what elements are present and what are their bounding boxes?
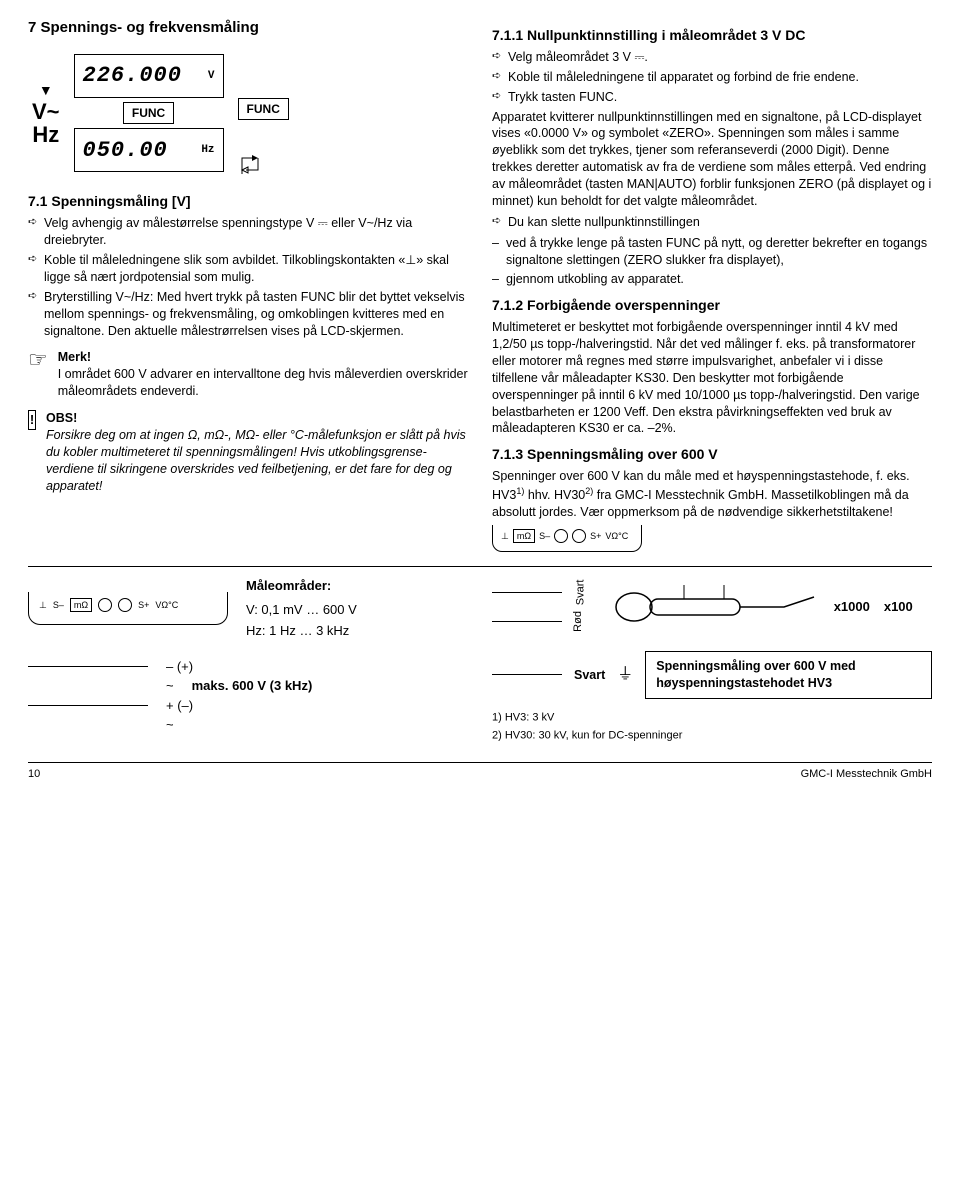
range-hz: Hz: 1 Hz … 3 kHz <box>246 622 357 640</box>
p-712: Multimeteret er beskyttet mot forbigåend… <box>492 319 932 437</box>
jack-sminus-2: S– <box>53 599 64 611</box>
jack-ground-icon-2: ⊥ <box>39 599 47 611</box>
jack-circle-1 <box>554 529 568 543</box>
polarity-minus-plus: – (+) <box>166 658 193 676</box>
range-v: V: 0,1 mV … 600 V <box>246 601 357 619</box>
r-paragraph-1: Apparatet kvitterer nullpunktinnstilling… <box>492 109 932 210</box>
wire-rod <box>492 621 562 622</box>
section-7-1-2-title: 7.1.2 Forbigående overspenninger <box>492 296 932 315</box>
warning-icon: ! <box>28 410 36 430</box>
note-obs-text: Forsikre deg om at ingen Ω, mΩ-, MΩ- ell… <box>46 428 466 493</box>
hv-probe-icon <box>604 577 824 637</box>
ground-symbol-icon: ⏚ <box>617 664 633 686</box>
arrow-loop-icon <box>238 150 266 178</box>
r-dash-2: gjennom utkobling av apparatet. <box>492 271 932 288</box>
wire-black-2 <box>28 705 148 706</box>
polarity-plus-minus: + (–) <box>166 697 193 715</box>
maks-label: maks. 600 V (3 kHz) <box>192 677 313 695</box>
label-svart: Svart <box>573 580 588 606</box>
note-obs-heading: OBS! <box>46 411 77 425</box>
jack-mohm-2: mΩ <box>70 598 92 612</box>
vtilde-label: V~ <box>32 100 60 123</box>
bullet-connect-leads: Koble til måleledningene slik som avbild… <box>28 252 468 286</box>
label-x100: x100 <box>884 598 913 616</box>
section-7-1-title: 7.1 Spenningsmåling [V] <box>28 192 468 211</box>
wire-svart <box>492 592 562 593</box>
wire-black-1 <box>28 666 148 667</box>
jack-splus: S+ <box>590 530 601 542</box>
hz-label: Hz <box>32 123 59 146</box>
jack-sminus: S– <box>539 530 550 542</box>
jack-mohm-label: mΩ <box>513 529 535 543</box>
func-button-2[interactable]: FUNC <box>238 98 289 120</box>
r-dash-1: ved å trykke lenge på tasten FUNC på nyt… <box>492 235 932 269</box>
r-bullet-3: Trykk tasten FUNC. <box>492 89 932 106</box>
label-x1000: x1000 <box>834 598 870 616</box>
footnote-2: 2) HV30: 30 kV, kun for DC-spenninger <box>492 725 932 744</box>
r-bullet-2: Koble til måleledningene til apparatet o… <box>492 69 932 86</box>
r-bullet-4: Du kan slette nullpunktinnstillingen <box>492 214 932 231</box>
jacks-diagram: ⊥ S– mΩ S+ VΩ°C <box>28 592 228 625</box>
lcd-display-2: 050.00 Hz <box>74 128 224 172</box>
r-bullet-1: Velg måleområdet 3 V ⎓. <box>492 49 932 66</box>
bullet-select-type: Velg avhengig av målestørrelse spennings… <box>28 215 468 249</box>
figure-lcd: ▼ V~ Hz 226.000 V FUNC 050.00 Hz FUNC <box>32 48 468 178</box>
jack-ground-icon: ⊥ <box>501 530 509 542</box>
jack-c1 <box>98 598 112 612</box>
footnote-1: 1) HV3: 3 kV <box>492 707 932 726</box>
bullet-switch-vhz: Bryterstilling V~/Hz: Med hvert trykk på… <box>28 289 468 340</box>
note-merk-heading: Merk! <box>58 350 91 364</box>
tilde-1: ~ <box>166 677 174 695</box>
divider-line <box>28 566 932 567</box>
section-7-title: 7 Spennings- og frekvensmåling <box>28 18 468 38</box>
section-7-1-3-title: 7.1.3 Spenningsmåling over 600 V <box>492 445 932 464</box>
p-713: Spenninger over 600 V kan du måle med et… <box>492 468 932 521</box>
jack-splus-2: S+ <box>138 599 149 611</box>
lcd-display-1: 226.000 V <box>74 54 224 98</box>
jack-circle-2 <box>572 529 586 543</box>
jack-vohm-2: VΩ°C <box>155 599 178 611</box>
triangle-down-icon: ▼ <box>39 81 53 100</box>
hand-point-icon: ☞ <box>28 349 48 371</box>
wire-svart-2 <box>492 674 562 675</box>
page-number: 10 <box>28 767 40 782</box>
jack-vohm-label: VΩ°C <box>605 530 628 542</box>
ranges-title: Måleområder: <box>246 578 331 593</box>
tilde-2: ~ <box>166 716 174 734</box>
func-button-1[interactable]: FUNC <box>123 102 174 124</box>
note-merk-text: I området 600 V advarer en intervalltone… <box>58 367 468 398</box>
hv3-box: Spenningsmåling over 600 V med høyspenni… <box>645 651 932 699</box>
jack-c2 <box>118 598 132 612</box>
section-7-1-1-title: 7.1.1 Nullpunktinnstilling i måleområdet… <box>492 26 932 45</box>
footer-company: GMC-I Messtechnik GmbH <box>801 767 932 782</box>
label-rod: Rød <box>571 611 586 632</box>
label-svart-2: Svart <box>574 667 605 684</box>
